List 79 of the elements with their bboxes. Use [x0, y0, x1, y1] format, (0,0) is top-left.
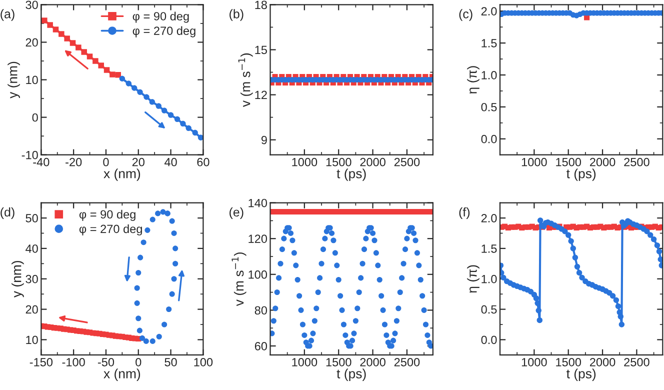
y-tick-label: 0.5	[481, 102, 497, 112]
x-tick-label: 2500	[394, 358, 420, 366]
y-tick-label: 0.5	[481, 305, 497, 314]
x-tick-label: 0	[136, 358, 142, 366]
y-tick-label: 60	[254, 342, 268, 350]
text: (f)	[459, 207, 470, 220]
text: (a)	[0, 9, 14, 21]
y-tick-label: 20	[26, 305, 38, 314]
x-tick-label: -100	[62, 358, 85, 366]
text: (e)	[230, 207, 244, 220]
x-axis-title: t (ps)	[566, 368, 596, 381]
x-tick-label: -50	[98, 358, 114, 366]
legend-label: φ = 270 deg	[132, 26, 196, 38]
y-tick-label: 100	[248, 270, 268, 279]
y-tick-label: 12	[255, 90, 267, 100]
x-tick-label: 2500	[624, 158, 650, 166]
y-axis-title: v (m s$^{−1}$)	[232, 252, 246, 306]
y-tick-label: 18	[255, 0, 267, 10]
x-tick-label: 2000	[590, 358, 616, 366]
x-tick-label: -20	[66, 158, 82, 166]
x-tick-label: 1000	[292, 358, 318, 366]
x-tick-label: -150	[30, 358, 53, 366]
x-tick-label: 1500	[326, 358, 352, 366]
x-tick-label: 2000	[360, 158, 386, 166]
legend-label: φ = 90 deg	[79, 210, 136, 221]
y-tick-label: 0	[32, 113, 38, 122]
y-tick-label: 20	[26, 38, 38, 47]
y-tick-label: 40	[26, 244, 38, 253]
y-tick-label: 0.0	[481, 336, 497, 344]
y-tick-label: 10	[26, 336, 38, 344]
x-tick-label: 40	[164, 158, 177, 166]
x-tick-label: 2000	[590, 158, 616, 166]
y-tick-label: 50	[26, 214, 38, 222]
x-tick-label: 1000	[292, 158, 318, 166]
y-tick-label: 1.5	[482, 244, 497, 253]
y-tick-label: 30	[26, 274, 38, 284]
y-axis-title: y (nm)	[12, 260, 24, 298]
x-tick-label: 50	[164, 358, 177, 366]
y-tick-label: 15	[255, 46, 267, 54]
y-tick-label: 2.0	[481, 214, 497, 222]
y-tick-label: 2.0	[481, 7, 497, 16]
x-axis-title: t (ps)	[336, 368, 366, 381]
x-tick-label: 20	[132, 158, 144, 166]
y-axis-title: η (π)	[467, 265, 480, 293]
x-tick-label: 0	[103, 158, 109, 166]
y-tick-label: 1.5	[482, 39, 497, 48]
x-tick-label: 1000	[522, 158, 547, 166]
y-tick-label: 80	[254, 306, 268, 315]
x-axis-title: x (nm)	[104, 368, 140, 381]
y-tick-label: 30	[26, 0, 38, 10]
legend-label: φ = 90 deg	[132, 12, 189, 23]
y-tick-label: 140	[248, 198, 268, 208]
y-tick-label: 9	[261, 136, 267, 144]
y-tick-label: 10	[26, 76, 38, 84]
x-axis-title: t (ps)	[336, 168, 366, 181]
text: (b)	[230, 9, 244, 21]
x-tick-label: 1000	[522, 358, 547, 366]
y-tick-label: 120	[248, 234, 268, 243]
text: (c)	[459, 9, 472, 21]
y-tick-label: 1.0	[482, 274, 497, 284]
x-tick-label: 100	[194, 358, 213, 366]
x-tick-label: 60	[197, 158, 210, 166]
y-tick-label: 0.0	[481, 134, 497, 144]
x-tick-label: -40	[33, 158, 50, 166]
x-tick-label: 1500	[326, 158, 352, 166]
legend-label: φ = 270 deg	[79, 224, 142, 236]
y-axis-title: v (m s$^{−1}$)	[238, 53, 253, 107]
text: (d)	[0, 207, 14, 220]
x-tick-label: 1500	[556, 358, 582, 366]
x-tick-label: 1500	[556, 158, 582, 166]
x-tick-label: 2000	[360, 358, 386, 366]
y-tick-label: -10	[22, 150, 38, 160]
x-tick-label: 2500	[394, 158, 420, 166]
x-axis-title: x (nm)	[104, 168, 140, 181]
x-axis-title: t (ps)	[566, 168, 596, 181]
y-axis-title: η (π)	[467, 66, 480, 94]
y-tick-label: 1.0	[482, 70, 497, 80]
y-axis-title: y (nm)	[8, 62, 20, 98]
x-tick-label: 2500	[624, 358, 650, 366]
